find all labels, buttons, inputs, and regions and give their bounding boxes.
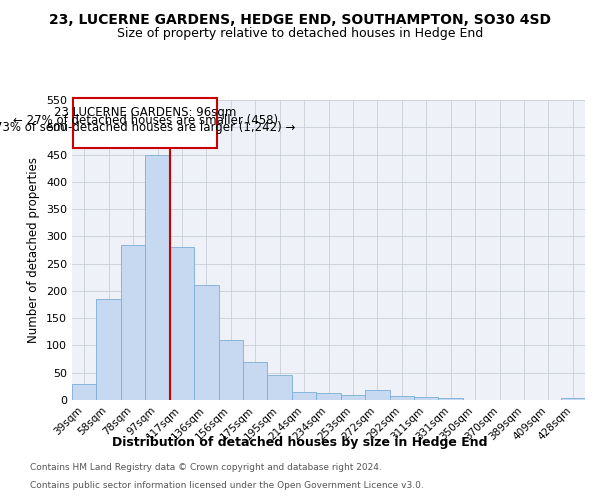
FancyBboxPatch shape — [73, 98, 217, 148]
Bar — [268, 376, 292, 400]
Bar — [97, 299, 121, 400]
Y-axis label: Number of detached properties: Number of detached properties — [28, 157, 40, 343]
Bar — [292, 392, 316, 400]
Text: ← 27% of detached houses are smaller (458): ← 27% of detached houses are smaller (45… — [13, 114, 278, 126]
Text: 73% of semi-detached houses are larger (1,242) →: 73% of semi-detached houses are larger (… — [0, 122, 295, 134]
Bar — [389, 396, 414, 400]
Text: Contains public sector information licensed under the Open Government Licence v3: Contains public sector information licen… — [30, 481, 424, 490]
Bar — [218, 340, 243, 400]
Text: Size of property relative to detached houses in Hedge End: Size of property relative to detached ho… — [117, 28, 483, 40]
Bar — [560, 398, 585, 400]
Bar — [121, 244, 145, 400]
Bar — [170, 248, 194, 400]
Bar — [194, 286, 218, 400]
Text: 23, LUCERNE GARDENS, HEDGE END, SOUTHAMPTON, SO30 4SD: 23, LUCERNE GARDENS, HEDGE END, SOUTHAMP… — [49, 12, 551, 26]
Bar — [72, 384, 97, 400]
Text: Distribution of detached houses by size in Hedge End: Distribution of detached houses by size … — [112, 436, 488, 449]
Bar — [316, 394, 341, 400]
Bar — [145, 154, 170, 400]
Bar — [341, 394, 365, 400]
Bar — [439, 398, 463, 400]
Bar — [365, 390, 389, 400]
Text: 23 LUCERNE GARDENS: 96sqm: 23 LUCERNE GARDENS: 96sqm — [54, 106, 236, 119]
Bar — [243, 362, 268, 400]
Text: Contains HM Land Registry data © Crown copyright and database right 2024.: Contains HM Land Registry data © Crown c… — [30, 464, 382, 472]
Bar — [414, 398, 439, 400]
